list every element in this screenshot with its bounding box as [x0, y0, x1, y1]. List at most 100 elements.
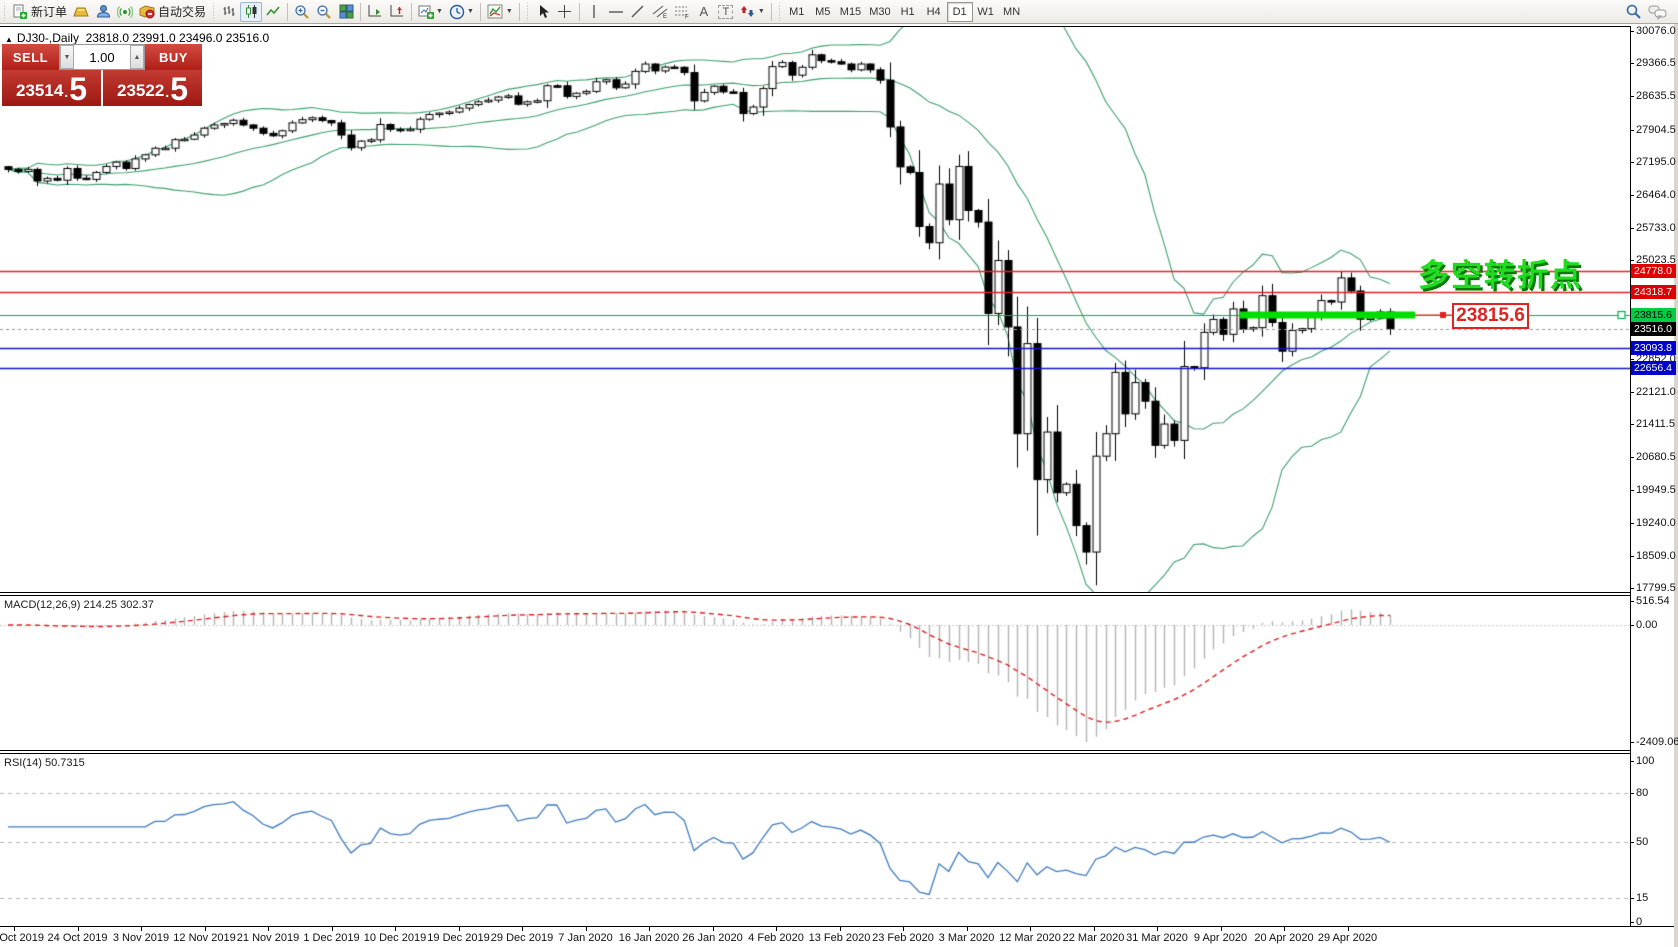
toolbar-grip[interactable] — [524, 2, 530, 21]
chart-shift-button[interactable] — [386, 2, 408, 22]
periods-button[interactable]: ▼ — [446, 2, 477, 22]
market-watch-button[interactable] — [70, 2, 92, 22]
fibonacci-icon: F — [674, 6, 689, 19]
date-label: 23 Feb 2020 — [872, 932, 934, 944]
new-order-label: 新订单 — [31, 5, 68, 19]
search-button[interactable] — [1622, 2, 1645, 22]
vertical-line-tool-button[interactable] — [583, 2, 605, 22]
date-label: 19 Dec 2019 — [427, 932, 490, 944]
date-label: 7 Jan 2020 — [558, 932, 613, 944]
sell-price[interactable]: 23514 . 5 — [2, 70, 101, 106]
cursor-tool-button[interactable] — [532, 2, 554, 22]
date-label: 29 Dec 2019 — [490, 932, 554, 944]
text-label-tool-button[interactable]: T — [715, 2, 737, 22]
trendline-tool-button[interactable] — [627, 2, 649, 22]
macd-axis-label: 516.54 — [1636, 595, 1670, 607]
panel-splitter[interactable] — [0, 750, 1678, 754]
tile-windows-button[interactable] — [335, 2, 357, 22]
date-tick — [649, 927, 650, 931]
buy-button[interactable]: BUY — [145, 44, 202, 70]
signals-button[interactable] — [114, 2, 136, 22]
tile-windows-icon — [339, 4, 354, 19]
indicators-caret[interactable]: ▼ — [505, 8, 513, 15]
gold-ingot-icon — [73, 7, 89, 16]
price-scale[interactable] — [1630, 26, 1674, 926]
arrows-tool-button[interactable]: ▼ — [737, 2, 768, 22]
chart-top-border — [0, 26, 1678, 27]
new-chart-caret[interactable]: ▼ — [436, 8, 443, 15]
bar-chart-mode-button[interactable] — [218, 2, 240, 22]
date-label: 12 Mar 2020 — [999, 932, 1061, 944]
toolbar-grip[interactable] — [776, 2, 782, 21]
date-label: 16 Jan 2020 — [618, 932, 680, 944]
date-label: 12 Nov 2019 — [173, 932, 236, 944]
indicators-button[interactable]: ▼ — [484, 2, 516, 22]
buy-price[interactable]: 23522 . 5 — [103, 70, 202, 106]
horizontal-line-tool-button[interactable] — [605, 2, 627, 22]
price-tick — [1630, 129, 1634, 131]
timeframe-button-M1[interactable]: M1 — [789, 5, 805, 18]
volume-value[interactable]: 1.00 — [89, 49, 115, 65]
timeframe-button-W1[interactable]: W1 — [977, 5, 994, 18]
line-chart-mode-button[interactable] — [262, 2, 284, 22]
rsi-axis-label: 100 — [1636, 755, 1655, 767]
community-button[interactable] — [1645, 2, 1670, 22]
level-callout-box[interactable]: 23815.6 — [1452, 303, 1529, 329]
rsi-label: RSI(14) 50.7315 — [4, 757, 85, 769]
sell-price-frac: 5 — [69, 71, 87, 107]
date-tick — [903, 927, 904, 931]
new-order-icon — [13, 4, 27, 19]
date-label: 15 Oct 2019 — [0, 932, 44, 944]
candlestick-mode-button[interactable] — [240, 1, 263, 22]
timeframe-button-M15[interactable]: M15 — [839, 5, 862, 18]
price-level-label: 23093.8 — [1631, 340, 1676, 355]
toolbar-grip[interactable] — [2, 2, 7, 21]
price-tick — [1630, 161, 1634, 163]
signal-icon — [117, 6, 134, 18]
macd-indicator-chart[interactable] — [0, 596, 1630, 750]
sell-price-int: 23514 — [16, 81, 64, 100]
channel-tool-button[interactable]: E — [649, 2, 671, 22]
timeframe-button-M5[interactable]: M5 — [815, 5, 831, 18]
panel-splitter[interactable] — [0, 592, 1678, 596]
bar-chart-icon — [223, 6, 235, 16]
auto-scroll-button[interactable] — [364, 2, 386, 22]
date-label: 3 Nov 2019 — [112, 932, 170, 944]
text-tool-button[interactable]: A — [693, 2, 715, 22]
timeframe-button-MN[interactable]: MN — [1003, 5, 1021, 18]
volume-down-button[interactable]: ▼ — [60, 45, 74, 69]
accounts-button[interactable] — [92, 2, 114, 22]
main-price-chart[interactable] — [0, 26, 1630, 592]
fibonacci-tool-button[interactable]: F — [671, 2, 693, 22]
timeframe-button-M30[interactable]: M30 — [869, 5, 891, 18]
chart-shift-icon — [390, 5, 404, 17]
timeframe-button-D1[interactable]: D1 — [946, 1, 973, 22]
date-label: 31 Mar 2020 — [1126, 932, 1188, 944]
crosshair-tool-button[interactable] — [554, 2, 576, 22]
periods-caret[interactable]: ▼ — [466, 8, 474, 15]
rsi-indicator-chart[interactable] — [0, 754, 1630, 926]
volume-up-button[interactable]: ▲ — [130, 45, 144, 69]
new-chart-button[interactable]: ▼ — [415, 2, 446, 22]
date-tick — [585, 927, 587, 931]
zoom-in-button[interactable] — [291, 2, 313, 22]
turning-point-annotation[interactable]: 多空转折点 — [1418, 258, 1583, 293]
price-tick — [1630, 228, 1634, 230]
price-tick-label: 27195.0 — [1636, 155, 1676, 168]
date-label: 4 Feb 2020 — [748, 932, 804, 944]
price-tick — [1630, 194, 1634, 196]
rsi-tick — [1630, 761, 1634, 762]
timeframe-button-H4[interactable]: H4 — [926, 5, 941, 18]
macd-tick — [1630, 742, 1634, 743]
auto-trading-button[interactable]: 自动交易 — [136, 2, 209, 22]
arrows-caret[interactable]: ▼ — [757, 8, 765, 15]
search-icon — [1626, 4, 1641, 19]
timeframe-button-H1[interactable]: H1 — [900, 5, 915, 18]
sell-button[interactable]: SELL — [2, 44, 59, 70]
new-order-button[interactable]: 新订单 — [9, 2, 70, 22]
chart-marker-icon: ▲ — [5, 35, 13, 44]
zoom-out-button[interactable] — [313, 2, 335, 22]
date-tick — [839, 927, 841, 931]
toolbar-grip[interactable] — [211, 2, 217, 21]
